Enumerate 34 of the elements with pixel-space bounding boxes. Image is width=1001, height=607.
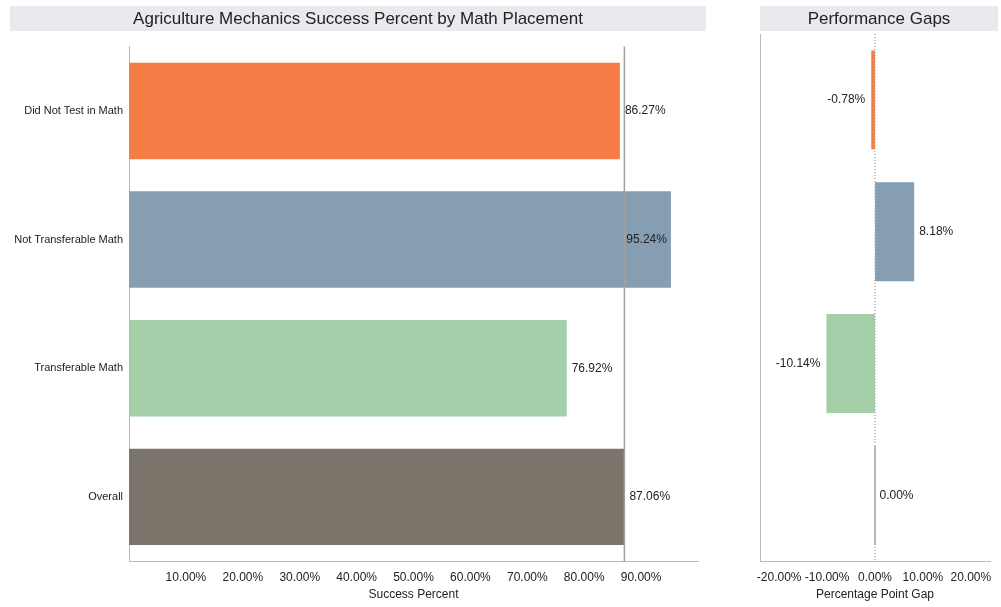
- x-tick-label: 40.00%: [336, 569, 378, 584]
- x-tick-label: -20.00%: [756, 569, 802, 584]
- x-tick-label: 90.00%: [620, 569, 662, 584]
- data-label: 87.06%: [629, 489, 671, 504]
- y-tick-label: Not Transferable Math: [14, 232, 124, 245]
- data-label: 8.18%: [919, 224, 954, 239]
- x-tick-label: -10.00%: [804, 569, 850, 584]
- y-tick-label: Did Not Test in Math: [24, 103, 124, 116]
- data-label: 86.27%: [624, 103, 666, 118]
- data-label: -0.78%: [827, 92, 866, 107]
- data-label: 95.24%: [626, 231, 668, 246]
- bar: [129, 319, 567, 417]
- data-label: 0.00%: [879, 487, 914, 502]
- x-tick-label: 50.00%: [393, 569, 435, 584]
- x-tick-label: 80.00%: [563, 569, 605, 584]
- chart-title: Agriculture Mechanics Success Percent by Math Placement: [10, 6, 706, 31]
- x-tick-label: 60.00%: [450, 569, 492, 584]
- x-tick-label: 20.00%: [950, 569, 992, 584]
- x-tick-label: 70.00%: [506, 569, 548, 584]
- y-tick-label: Transferable Math: [34, 361, 124, 374]
- x-tick-label: 10.00%: [902, 569, 944, 584]
- chart-title: Performance Gaps: [760, 6, 998, 31]
- x-tick-label: 20.00%: [222, 569, 264, 584]
- x-axis-title: Percentage Point Gap: [815, 587, 935, 602]
- bar: [129, 62, 620, 160]
- y-tick-label: Overall: [88, 489, 124, 502]
- bar: [129, 448, 625, 546]
- bar: [129, 191, 671, 288]
- x-tick-label: 30.00%: [279, 569, 321, 584]
- data-label: -10.14%: [775, 355, 821, 370]
- x-tick-label: 10.00%: [165, 569, 207, 584]
- data-label: 76.92%: [571, 360, 613, 375]
- x-axis-title: Success Percent: [368, 587, 460, 602]
- x-tick-label: 0.00%: [857, 569, 893, 584]
